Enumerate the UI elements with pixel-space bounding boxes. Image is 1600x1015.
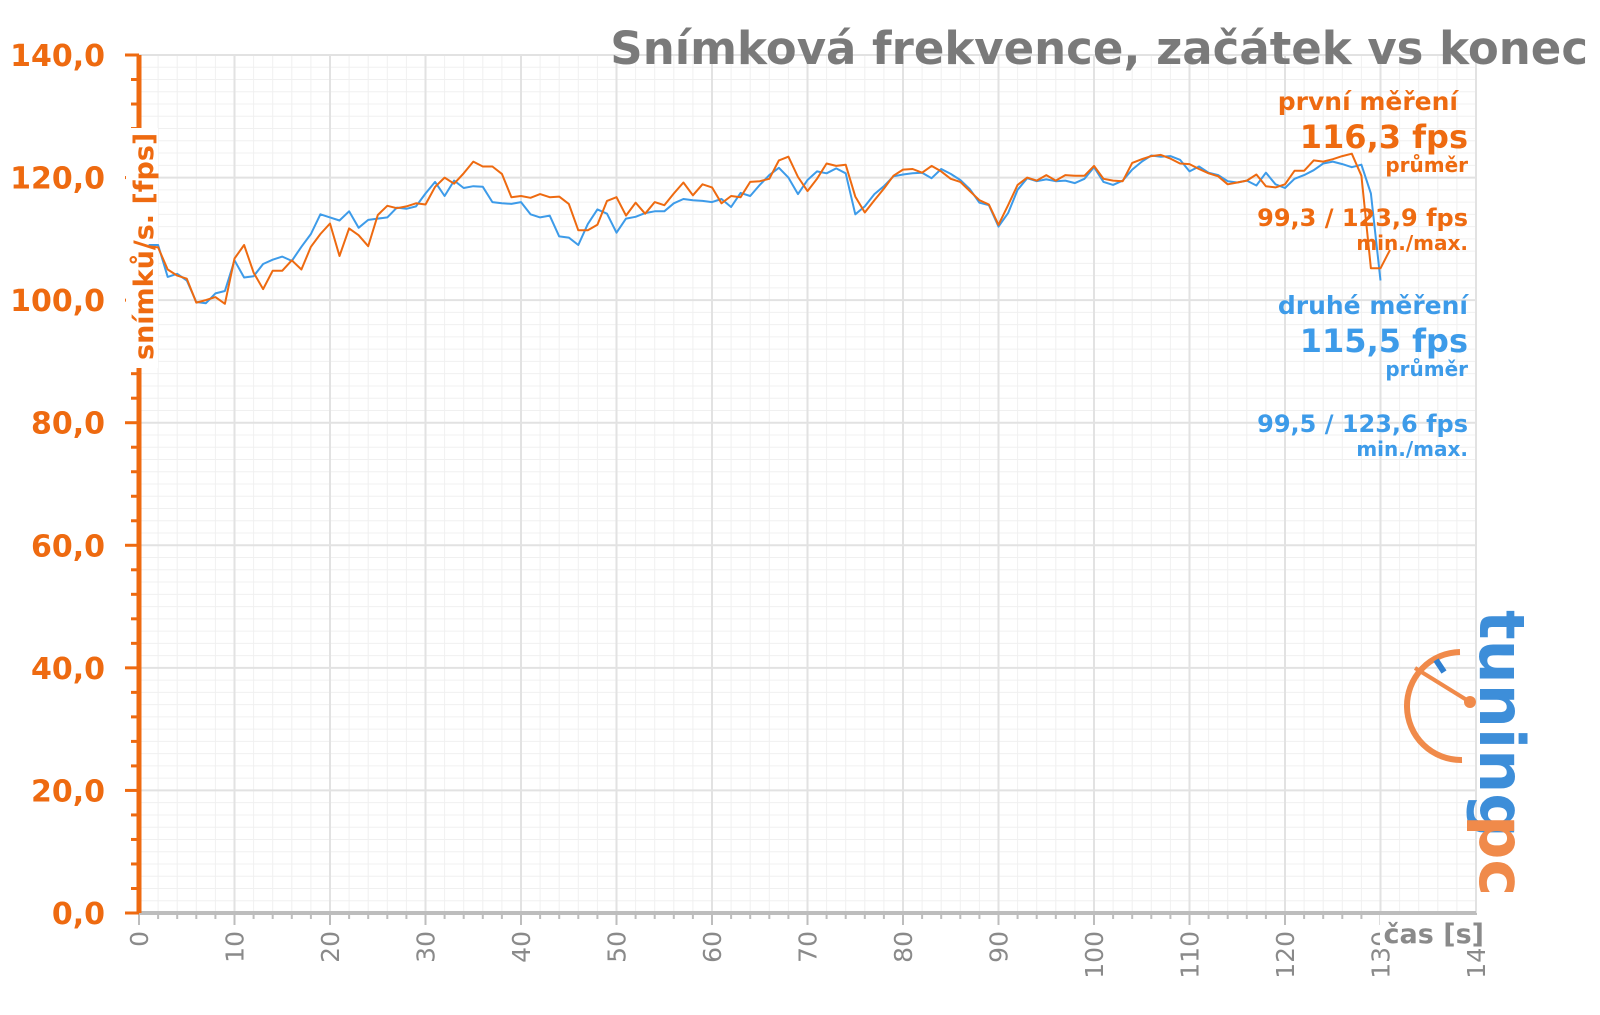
series-lines [148, 152, 1391, 305]
first-series-minmax-label: min./max. [1356, 231, 1468, 255]
first-series-average-label: průměr [1385, 153, 1468, 177]
second-series-minmax-label: min./max. [1356, 437, 1468, 461]
x-tick-labels: 0 10 20 30 40 50 60 70 80 90 100 110 120 130 140 [125, 931, 1491, 979]
y-tick-label: 80,0 [31, 407, 105, 442]
y-tick-label: 40,0 [31, 652, 105, 687]
x-tick-label: 40 [507, 931, 536, 963]
x-tick-label: 50 [603, 931, 632, 963]
gauge-needle-icon [1413, 666, 1472, 704]
x-tick-label: 30 [412, 931, 441, 963]
x-tick-label: 70 [794, 931, 823, 963]
y-tick-label: 100,0 [10, 284, 105, 319]
gauge-hub-icon [1464, 696, 1476, 708]
x-tick-label: 20 [316, 931, 345, 963]
y-tick-label: 120,0 [10, 162, 105, 197]
logo-text: tuning [1465, 610, 1538, 838]
pctuning-logo: tuning pc [1404, 610, 1538, 896]
second-series-name: druhé měření [1278, 291, 1470, 320]
gauge-arc-icon [1404, 649, 1463, 764]
x-tick-label: 120 [1271, 931, 1300, 979]
y-tick-label: 20,0 [31, 774, 105, 809]
y-axis-label-bg [126, 128, 158, 368]
logo-text-pc: pc [1465, 815, 1538, 896]
chart-title: Snímková frekvence, začátek vs konec [610, 22, 1588, 75]
x-axis [138, 911, 1477, 925]
first-series-name: první měření [1278, 87, 1460, 116]
x-tick-label: 80 [889, 931, 918, 963]
series-line-first [148, 152, 1391, 305]
x-tick-label: 10 [221, 931, 250, 963]
x-tick-label: 90 [985, 931, 1014, 963]
first-series-average: 116,3 fps [1300, 118, 1468, 156]
gauge-mark-icon [1433, 658, 1447, 674]
y-tick-labels: 0,0 20,0 40,0 60,0 80,0 100,0 120,0 140,0 [10, 39, 105, 932]
second-series-minmax: 99,5 / 123,6 fps [1257, 410, 1468, 438]
second-series-average-label: průměr [1385, 357, 1468, 381]
x-axis-label: čas [s] [1384, 919, 1484, 950]
x-tick-label: 100 [1080, 931, 1109, 979]
y-tick-label: 60,0 [31, 529, 105, 564]
x-axis-label-bg [1380, 915, 1487, 949]
first-series-minmax: 99,3 / 123,9 fps [1257, 204, 1468, 232]
x-tick-label: 60 [698, 931, 727, 963]
y-tick-label: 140,0 [10, 39, 105, 74]
x-tick-label: 110 [1176, 931, 1205, 979]
second-series-average: 115,5 fps [1300, 322, 1468, 360]
x-tick-label: 0 [125, 931, 154, 947]
y-tick-label: 0,0 [52, 897, 105, 932]
